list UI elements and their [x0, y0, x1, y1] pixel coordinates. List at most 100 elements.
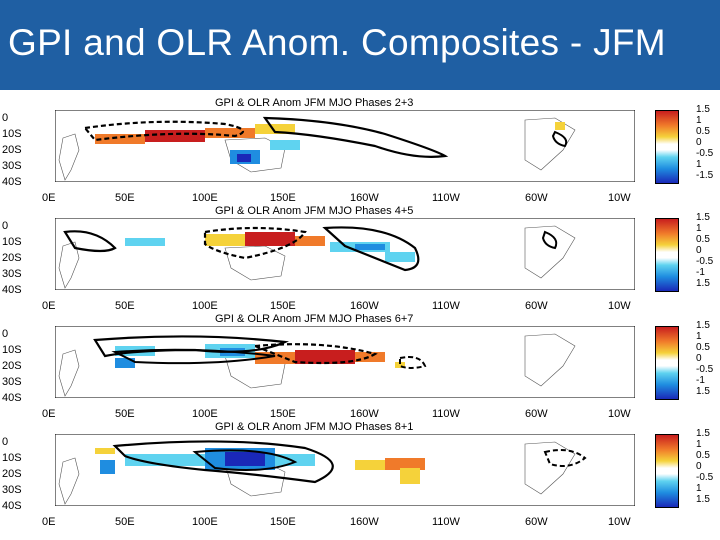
lat-label: 10S [2, 344, 22, 356]
olr-contour [254, 343, 378, 365]
lon-label: 50E [115, 516, 135, 528]
olr-contour [322, 226, 420, 272]
lon-label: 50E [115, 300, 135, 312]
lon-label: 0E [42, 516, 56, 528]
lon-label: 160W [350, 192, 379, 204]
lat-label: 20S [2, 144, 22, 156]
colorbar-label: -1.5 [696, 170, 714, 181]
colorbar-labels: 1.5 1 0.5 0 -0.5 1 1.5 [696, 428, 713, 505]
gpi-anomaly [115, 358, 135, 368]
gpi-anomaly [225, 452, 265, 466]
lat-label: 40S [2, 176, 22, 188]
lon-label: 60W [525, 192, 548, 204]
colorbar-label: 0 [696, 245, 702, 256]
gpi-anomaly [395, 362, 405, 368]
lat-label: 40S [2, 392, 22, 404]
gpi-anomaly [145, 130, 205, 142]
gpi-anomaly [355, 352, 385, 362]
colorbar-label: 1 [696, 159, 702, 170]
olr-contour [112, 440, 334, 484]
lon-label: 50E [115, 408, 135, 420]
colorbar-label: -0.5 [696, 364, 714, 375]
lon-label: 110W [432, 192, 460, 204]
lon-label: 110W [432, 300, 460, 312]
olr-contour [262, 116, 449, 158]
coastline [524, 441, 576, 495]
lon-label: 0E [42, 192, 56, 204]
colorbar-label: 1 [696, 223, 702, 234]
colorbar-label: 1 [696, 331, 702, 342]
colorbar-label: 0.5 [696, 342, 710, 353]
lon-label: 100E [192, 300, 218, 312]
gpi-anomaly [400, 468, 420, 484]
colorbar-label: -0.5 [696, 256, 714, 267]
colorbar [655, 110, 679, 184]
map-plot [55, 218, 635, 290]
map-panel-1: GPI & OLR Anom JFM MJO Phases 2+3 0 10S … [0, 97, 720, 208]
map-plot [55, 434, 635, 506]
gpi-anomaly [295, 350, 355, 364]
coastline [58, 133, 80, 181]
gpi-anomaly [237, 154, 251, 162]
map-panel-4: GPI & OLR Anom JFM MJO Phases 8+1 0 10S … [0, 421, 720, 532]
lon-label: 10W [608, 408, 631, 420]
lat-label: 40S [2, 500, 22, 512]
lat-label: 0 [2, 220, 9, 232]
colorbar-label: -0.5 [696, 472, 714, 483]
map-panel-3: GPI & OLR Anom JFM MJO Phases 6+7 0 10S … [0, 313, 720, 424]
olr-contour [541, 230, 558, 250]
colorbar [655, 326, 679, 400]
gpi-anomaly [555, 122, 565, 130]
lon-label: 60W [525, 408, 548, 420]
colorbar-label: 1.5 [696, 428, 710, 439]
coastline [524, 333, 576, 387]
colorbar-labels: 1.5 1 0.5 0 -0.5 -1 1.5 [696, 212, 713, 289]
lat-label: 30S [2, 268, 22, 280]
colorbar-label: 0 [696, 353, 702, 364]
lat-label: 30S [2, 160, 22, 172]
coastline [58, 349, 80, 397]
lon-label: 160W [350, 516, 379, 528]
lon-label: 160W [350, 300, 379, 312]
title-bar: GPI and OLR Anom. Composites - JFM [0, 0, 720, 90]
gpi-anomaly [205, 234, 245, 246]
colorbar-label: 0 [696, 137, 702, 148]
map-plot [55, 110, 635, 182]
olr-contour [543, 449, 587, 467]
olr-contour [551, 130, 568, 148]
gpi-anomaly [100, 460, 115, 474]
lon-label: 160W [350, 408, 379, 420]
gpi-anomaly [385, 252, 415, 262]
slide-title: GPI and OLR Anom. Composites - JFM [8, 22, 666, 63]
lat-label: 10S [2, 452, 22, 464]
lat-label: 20S [2, 252, 22, 264]
olr-contour [399, 356, 427, 369]
olr-contour [111, 348, 276, 365]
lon-label: 100E [192, 516, 218, 528]
lat-label: 40S [2, 284, 22, 296]
lat-label: 0 [2, 112, 9, 124]
gpi-anomaly [205, 128, 255, 138]
olr-contour [63, 230, 117, 253]
lat-label: 0 [2, 436, 9, 448]
gpi-anomaly [355, 460, 385, 470]
colorbar-label: 1 [696, 439, 702, 450]
colorbar-label: 1.5 [696, 386, 710, 397]
lon-label: 60W [525, 516, 548, 528]
colorbar-label: -0.5 [696, 148, 714, 159]
lat-label: 10S [2, 236, 22, 248]
lon-label: 110W [432, 408, 460, 420]
lat-label: 0 [2, 328, 9, 340]
colorbar-label: -1 [696, 267, 705, 278]
olr-contour [93, 335, 290, 358]
lon-label: 10W [608, 516, 631, 528]
panel-title: GPI & OLR Anom JFM MJO Phases 2+3 [215, 97, 414, 109]
gpi-anomaly [295, 236, 325, 246]
colorbar [655, 434, 679, 508]
lon-label: 0E [42, 300, 56, 312]
lat-label: 10S [2, 128, 22, 140]
lat-label: 20S [2, 468, 22, 480]
gpi-anomaly [270, 140, 300, 150]
colorbar-labels: 1.5 1 0.5 0 -0.5 1 -1.5 [696, 104, 713, 181]
